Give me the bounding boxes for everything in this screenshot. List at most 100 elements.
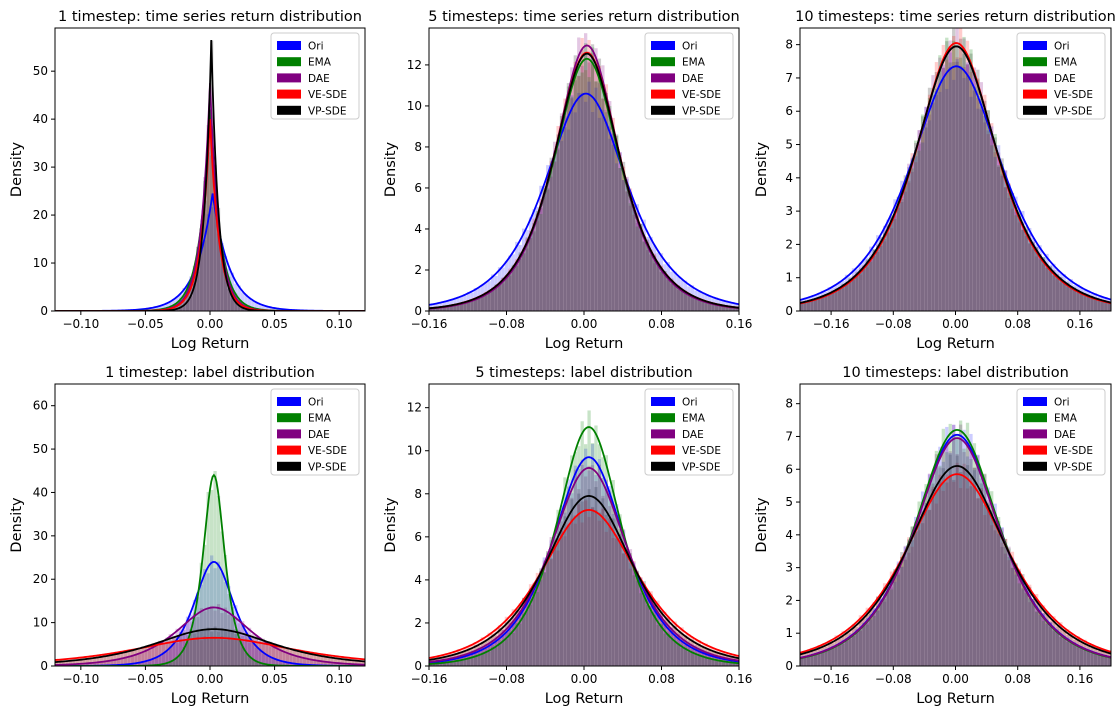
hist-bar — [61, 659, 66, 666]
kde-line-ori — [429, 92, 739, 306]
hist-bar — [151, 644, 155, 666]
hist-bar — [900, 196, 904, 311]
hist-bar — [1083, 289, 1087, 311]
hist-bar — [55, 661, 59, 666]
hist-bar — [886, 224, 890, 311]
hist-bar — [865, 257, 869, 311]
hist-bar — [983, 484, 987, 666]
hist-bar — [938, 481, 942, 666]
hist-bar — [969, 433, 973, 666]
hist-bar — [632, 575, 636, 666]
hist-bar — [1104, 651, 1108, 666]
hist-bar — [927, 97, 932, 311]
hist-bar — [834, 288, 838, 311]
hist-bar — [690, 296, 695, 311]
hist-bar — [213, 568, 217, 666]
hist-bar — [435, 307, 440, 311]
histogram-vp-sde — [92, 40, 331, 311]
hist-bar — [965, 65, 970, 311]
hist-bar — [721, 659, 726, 666]
hist-bar — [553, 540, 557, 666]
hist-bar — [234, 298, 238, 311]
hist-bar — [1031, 602, 1035, 666]
hist-bar — [625, 546, 629, 666]
hist-bar — [216, 639, 221, 666]
histogram-dae — [800, 28, 1111, 311]
hist-bar — [1007, 556, 1011, 666]
hist-bar — [800, 654, 804, 666]
hist-bar — [732, 306, 736, 311]
legend-swatch-ori — [277, 41, 301, 50]
hist-bar — [663, 271, 667, 311]
hist-bar — [508, 255, 512, 311]
hist-bar — [1059, 273, 1063, 311]
hist-bar — [965, 488, 970, 666]
hist-bar — [831, 643, 835, 666]
hist-bar — [803, 657, 807, 666]
hist-bar — [182, 624, 186, 666]
hist-bar — [701, 652, 705, 666]
legend-label-vp-sde: VP-SDE — [1054, 105, 1092, 117]
hist-bar — [244, 309, 248, 311]
hist-bar — [577, 37, 581, 311]
hist-bar — [955, 439, 959, 666]
hist-bar — [546, 561, 550, 666]
hist-bar — [439, 306, 443, 311]
hist-bar — [601, 88, 605, 311]
hist-bar — [800, 300, 804, 311]
hist-bar — [646, 605, 650, 666]
hist-bar — [587, 62, 591, 311]
hist-bar — [635, 220, 639, 311]
hist-bar — [920, 511, 925, 666]
hist-bar — [721, 661, 726, 666]
hist-bar — [442, 306, 447, 311]
hist-bar — [958, 38, 963, 311]
legend-swatch-dae — [1023, 73, 1047, 83]
hist-bar — [566, 493, 571, 666]
hist-bar — [494, 637, 498, 666]
hist-bar — [945, 41, 949, 311]
hist-bar — [1017, 577, 1022, 666]
hist-bar — [670, 630, 674, 666]
hist-bar — [432, 308, 436, 311]
hist-bar — [697, 299, 701, 311]
hist-bar — [306, 658, 310, 666]
hist-bar — [721, 305, 726, 311]
hist-bar — [910, 171, 914, 311]
hist-bar — [470, 299, 474, 311]
hist-bar — [934, 466, 939, 666]
hist-bar — [504, 632, 509, 666]
hist-bar — [168, 634, 172, 666]
hist-bar — [1010, 551, 1015, 666]
hist-bar — [952, 433, 956, 666]
hist-bar — [504, 616, 509, 666]
hist-bar — [1024, 585, 1028, 666]
hist-bar — [522, 609, 526, 666]
hist-bar — [539, 208, 543, 311]
hist-bar — [708, 301, 712, 311]
hist-bar — [141, 646, 145, 666]
hist-bar — [965, 456, 970, 666]
hist-bar — [206, 638, 210, 666]
hist-bar — [546, 189, 550, 311]
hist-bar — [972, 467, 977, 666]
hist-bar — [817, 297, 821, 311]
hist-bar — [144, 660, 148, 666]
hist-bar — [983, 474, 987, 666]
hist-bar — [79, 663, 83, 666]
hist-bar — [948, 46, 952, 311]
hist-bar — [604, 486, 608, 666]
y-axis-label: Density — [9, 497, 25, 553]
hist-bar — [632, 569, 636, 666]
hist-bar — [206, 152, 210, 311]
hist-bar — [470, 299, 474, 311]
histogram-vp-sde — [429, 487, 739, 666]
hist-bar — [491, 641, 495, 666]
hist-bar — [635, 212, 639, 311]
hist-bar — [903, 559, 907, 666]
hist-bar — [694, 297, 698, 311]
hist-bar — [344, 658, 348, 666]
hist-bar — [649, 254, 653, 311]
hist-bar — [1003, 538, 1008, 666]
